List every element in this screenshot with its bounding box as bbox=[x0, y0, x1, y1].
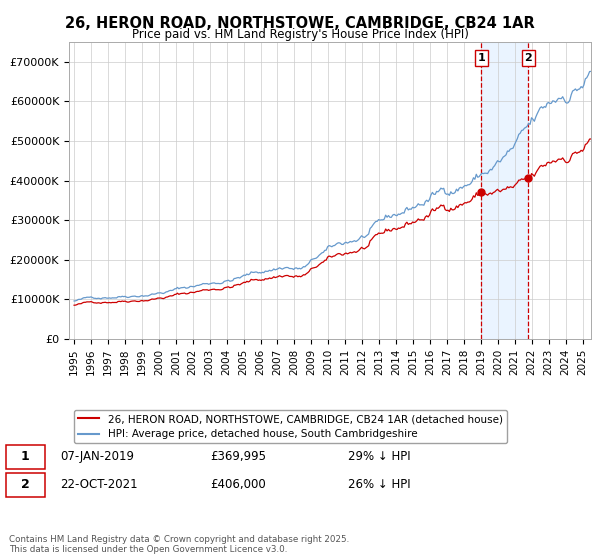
Text: £406,000: £406,000 bbox=[210, 478, 266, 491]
Text: 07-JAN-2019: 07-JAN-2019 bbox=[60, 450, 134, 463]
Text: 26% ↓ HPI: 26% ↓ HPI bbox=[348, 478, 410, 491]
Legend: 26, HERON ROAD, NORTHSTOWE, CAMBRIDGE, CB24 1AR (detached house), HPI: Average p: 26, HERON ROAD, NORTHSTOWE, CAMBRIDGE, C… bbox=[74, 410, 507, 444]
Text: Contains HM Land Registry data © Crown copyright and database right 2025.
This d: Contains HM Land Registry data © Crown c… bbox=[9, 535, 349, 554]
Text: 29% ↓ HPI: 29% ↓ HPI bbox=[348, 450, 410, 463]
Bar bbox=[481, 42, 529, 339]
Text: 26, HERON ROAD, NORTHSTOWE, CAMBRIDGE, CB24 1AR: 26, HERON ROAD, NORTHSTOWE, CAMBRIDGE, C… bbox=[65, 16, 535, 31]
Text: 1: 1 bbox=[21, 450, 29, 463]
Text: £369,995: £369,995 bbox=[210, 450, 266, 463]
Text: 22-OCT-2021: 22-OCT-2021 bbox=[60, 478, 137, 491]
Text: Price paid vs. HM Land Registry's House Price Index (HPI): Price paid vs. HM Land Registry's House … bbox=[131, 28, 469, 41]
Text: 2: 2 bbox=[524, 53, 532, 63]
Text: 2: 2 bbox=[21, 478, 29, 491]
Text: 1: 1 bbox=[478, 53, 485, 63]
